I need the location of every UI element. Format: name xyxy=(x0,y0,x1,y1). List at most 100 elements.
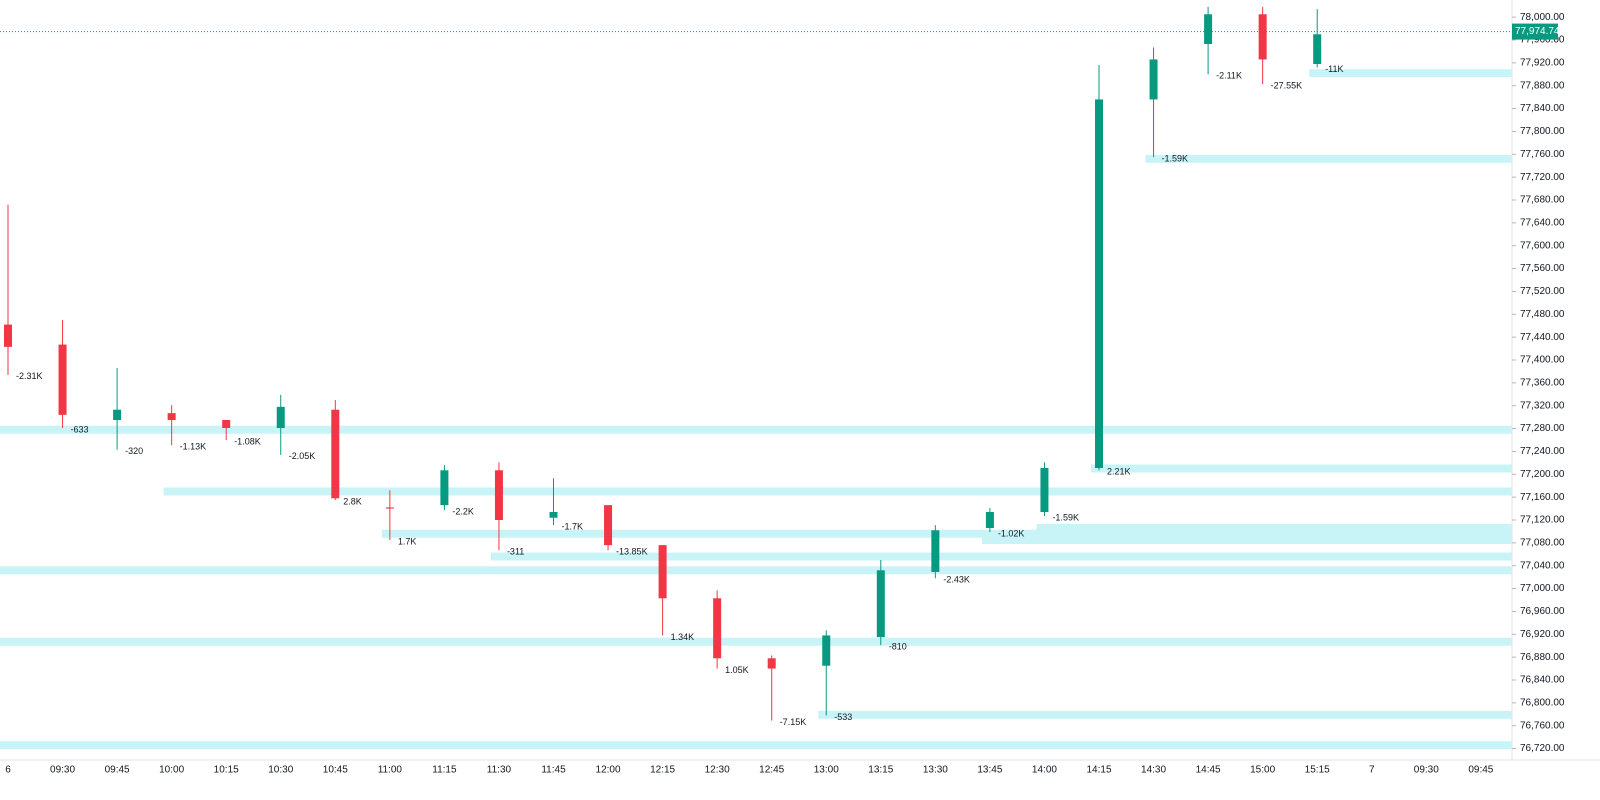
x-tick-label: 14:30 xyxy=(1141,765,1166,776)
candle-body xyxy=(331,409,340,499)
y-tick-label: 77,040.00 xyxy=(1520,560,1565,571)
y-tick-label: 76,960.00 xyxy=(1520,606,1565,617)
candle-body xyxy=(276,406,285,428)
level-band xyxy=(818,710,1512,719)
candle-body xyxy=(1313,34,1322,64)
level-band xyxy=(0,637,1512,646)
candle-body xyxy=(494,470,503,520)
last-price-box xyxy=(1512,23,1558,40)
y-tick-label: 76,800.00 xyxy=(1520,697,1565,708)
candle-body xyxy=(1095,99,1103,468)
x-tick-label: 12:00 xyxy=(596,765,621,776)
x-tick-label: 09:45 xyxy=(1468,765,1493,776)
delta-label: 1.34K xyxy=(671,632,695,642)
level-band xyxy=(381,529,1513,538)
y-tick-label: 77,360.00 xyxy=(1520,377,1565,388)
x-tick-label: 09:30 xyxy=(50,765,75,776)
level-band xyxy=(1091,464,1512,473)
level-band xyxy=(490,552,1512,561)
y-tick-label: 77,960.00 xyxy=(1520,35,1565,46)
level-band xyxy=(163,487,1512,496)
x-tick-label: 10:30 xyxy=(268,765,293,776)
y-tick-label: 77,240.00 xyxy=(1520,446,1565,457)
candle-body xyxy=(58,344,67,415)
y-tick-label: 77,920.00 xyxy=(1520,57,1565,68)
level-band xyxy=(0,566,1512,575)
x-tick-label: 11:45 xyxy=(541,765,566,776)
x-tick-label: 13:30 xyxy=(923,765,948,776)
candle-body xyxy=(4,324,12,347)
candle-body xyxy=(985,512,994,528)
candle-body xyxy=(1040,468,1049,512)
y-tick-label: 77,440.00 xyxy=(1520,332,1565,343)
x-tick-label: 15:15 xyxy=(1305,765,1330,776)
candle-body xyxy=(440,470,449,506)
x-tick-label: 11:15 xyxy=(432,765,457,776)
x-tick-label: 14:45 xyxy=(1196,765,1221,776)
delta-label: -2.43K xyxy=(943,575,970,585)
candle-body xyxy=(767,658,776,669)
y-tick-label: 77,000.00 xyxy=(1520,583,1565,594)
level-band xyxy=(0,741,1512,750)
y-tick-label: 76,720.00 xyxy=(1520,743,1565,754)
candle-body xyxy=(931,530,940,572)
candle-body xyxy=(385,507,394,509)
y-tick-label: 77,520.00 xyxy=(1520,286,1565,297)
x-tick-label: 15:00 xyxy=(1250,765,1275,776)
x-tick-label: 09:45 xyxy=(105,765,130,776)
delta-label: -1.59K xyxy=(1052,512,1079,522)
x-tick-label: 12:15 xyxy=(650,765,675,776)
delta-label: -1.02K xyxy=(998,528,1025,538)
candle-body xyxy=(167,413,176,420)
delta-label: -320 xyxy=(125,446,143,456)
candle-body xyxy=(222,420,231,428)
y-tick-label: 77,720.00 xyxy=(1520,172,1565,183)
x-tick-label: 11:00 xyxy=(378,765,403,776)
y-tick-label: 77,560.00 xyxy=(1520,263,1565,274)
x-tick-label: 14:15 xyxy=(1086,765,1111,776)
delta-label: -311 xyxy=(507,547,524,557)
candle-body xyxy=(1149,59,1158,100)
delta-label: -1.7K xyxy=(562,522,584,532)
candle-body xyxy=(713,598,722,659)
delta-label: -2.05K xyxy=(289,451,316,461)
y-tick-label: 76,880.00 xyxy=(1520,652,1565,663)
delta-label: -1.59K xyxy=(1162,154,1189,164)
delta-label: 1.7K xyxy=(398,536,417,546)
y-tick-label: 77,400.00 xyxy=(1520,355,1565,366)
candle-body xyxy=(549,512,558,518)
y-tick-label: 77,680.00 xyxy=(1520,195,1565,206)
delta-label: -533 xyxy=(834,712,852,722)
x-tick-label: 12:45 xyxy=(759,765,784,776)
y-tick-label: 78,000.00 xyxy=(1520,12,1565,23)
delta-label: 2.21K xyxy=(1107,467,1131,477)
x-tick-label: 13:15 xyxy=(868,765,893,776)
delta-label: -2.2K xyxy=(452,507,474,517)
x-tick-label: 09:30 xyxy=(1414,765,1439,776)
delta-label: -7.15K xyxy=(780,717,807,727)
x-tick-label: 14:00 xyxy=(1032,765,1057,776)
y-tick-label: 77,800.00 xyxy=(1520,126,1565,137)
candle-body xyxy=(1258,14,1267,60)
y-tick-label: 77,880.00 xyxy=(1520,80,1565,91)
level-band xyxy=(1145,154,1512,163)
x-tick-label: 12:30 xyxy=(705,765,730,776)
y-tick-label: 77,760.00 xyxy=(1520,149,1565,160)
y-tick-label: 77,120.00 xyxy=(1520,515,1565,526)
y-tick-label: 77,640.00 xyxy=(1520,217,1565,228)
delta-label: -1.13K xyxy=(180,442,207,452)
x-tick-label: 10:00 xyxy=(159,765,184,776)
y-tick-label: 76,840.00 xyxy=(1520,675,1565,686)
delta-label: -2.31K xyxy=(16,371,43,381)
level-band xyxy=(981,536,1512,544)
level-band xyxy=(1036,524,1512,532)
y-tick-label: 77,600.00 xyxy=(1520,240,1565,251)
candle-body xyxy=(1204,14,1213,45)
candle-body xyxy=(822,635,831,666)
y-tick-label: 77,320.00 xyxy=(1520,400,1565,411)
delta-label: 2.8K xyxy=(343,496,362,506)
y-tick-label: 77,200.00 xyxy=(1520,469,1565,480)
